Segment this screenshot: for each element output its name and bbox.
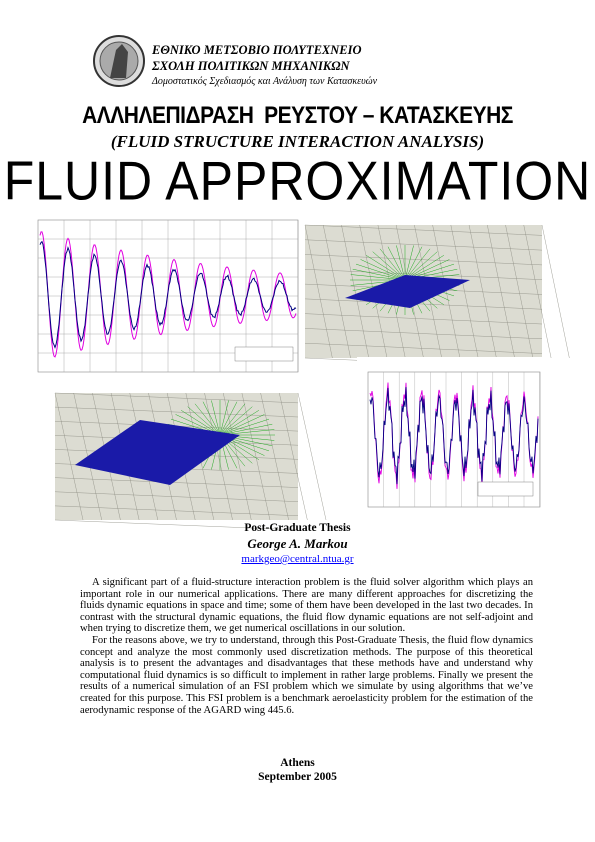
mesh-ray [211, 400, 221, 436]
mesh-line [487, 224, 515, 359]
mesh-ray [372, 251, 406, 281]
mesh-line [304, 313, 543, 325]
mesh-line [54, 392, 299, 404]
paragraph: A significant part of a fluid-structure … [80, 577, 533, 635]
mesh-line [279, 392, 308, 521]
abstract: A significant part of a fluid-structure … [80, 577, 533, 716]
english-title: (FLUID STRUCTURE INTERACTION ANALYSIS) [110, 132, 485, 151]
mesh-figure [54, 392, 327, 530]
mesh-line [341, 224, 370, 359]
mesh-line [54, 505, 299, 516]
mesh-ray [219, 401, 238, 436]
legend-box [477, 481, 534, 497]
mesh-line [260, 392, 289, 521]
author: George A. Markou [247, 536, 348, 551]
mesh-line [304, 224, 543, 236]
place: Athens [280, 757, 315, 769]
mesh-ray [202, 401, 221, 436]
mesh-ray [379, 248, 406, 281]
curve [369, 387, 539, 485]
mesh-ray [404, 246, 423, 281]
mesh-ray [365, 255, 406, 281]
mesh-line [304, 254, 543, 266]
mesh-ray [404, 248, 431, 281]
greek-title: ΑΛΛΗΛΕΠΙΔΡΑΣΗ ΡΕΥΣΤΟΥ – ΚΑΤΑΣΚΕΥΗΣ [82, 102, 513, 129]
mesh-line [54, 392, 84, 521]
mesh-line [297, 392, 327, 521]
mesh-line [54, 477, 299, 488]
mesh-ray [352, 268, 406, 281]
mesh-ray [180, 410, 221, 436]
mesh-line [304, 328, 543, 339]
mesh-ray [219, 410, 260, 436]
mesh-ray [396, 245, 406, 281]
mesh-line [541, 224, 570, 359]
plot-figure [357, 357, 542, 522]
mesh-ray [355, 263, 406, 281]
mesh-ray [404, 245, 414, 281]
figures [37, 35, 570, 530]
mesh-line [304, 224, 333, 359]
mesh-ray [187, 406, 221, 436]
thesis-kind: Post-Graduate Thesis [244, 522, 351, 534]
mesh-figure [304, 224, 570, 369]
email-link[interactable]: markgeo@central.ntua.gr [241, 553, 354, 565]
mesh-line [54, 519, 299, 530]
institution: ΕΘΝΙΚΟ ΜΕΤΣΟΒΙΟ ΠΟΛΥΤΕΧΝΕΙΟ [152, 43, 362, 57]
curve [39, 240, 297, 349]
mesh-line [523, 224, 552, 359]
mesh-ray [387, 246, 406, 281]
mesh-line [241, 392, 271, 521]
mesh-ray [219, 418, 270, 436]
logo [93, 35, 145, 87]
date: September 2005 [258, 771, 337, 783]
mesh-line [304, 269, 543, 280]
mesh-ray [360, 259, 406, 281]
mesh-line [304, 239, 543, 251]
mesh-ray [404, 251, 438, 281]
mesh-ray [219, 403, 246, 436]
mesh-ray [219, 423, 273, 436]
mesh-ray [219, 406, 253, 436]
mesh-line [323, 224, 351, 359]
legend-box [234, 346, 294, 362]
mesh-ray [194, 403, 221, 436]
mesh-line [505, 224, 534, 359]
plot-figure [37, 219, 299, 373]
program: Δομοστατικός Σχεδιασμός και Ανάλυση των … [152, 76, 378, 87]
mesh-line [54, 406, 299, 418]
mesh-ray [219, 414, 265, 436]
paragraph: For the reasons above, we try to underst… [80, 634, 533, 716]
school: ΣΧΟΛΗ ΠΟΛΙΤΙΚΩΝ ΜΗΧΑΝΙΚΩΝ [152, 59, 350, 73]
main-title: FLUID APPROXIMATION [3, 150, 592, 212]
mesh-ray [219, 400, 229, 436]
mesh-line [304, 298, 543, 310]
mesh-line [304, 343, 543, 354]
mesh-line [54, 491, 299, 502]
mesh-line [432, 224, 461, 359]
